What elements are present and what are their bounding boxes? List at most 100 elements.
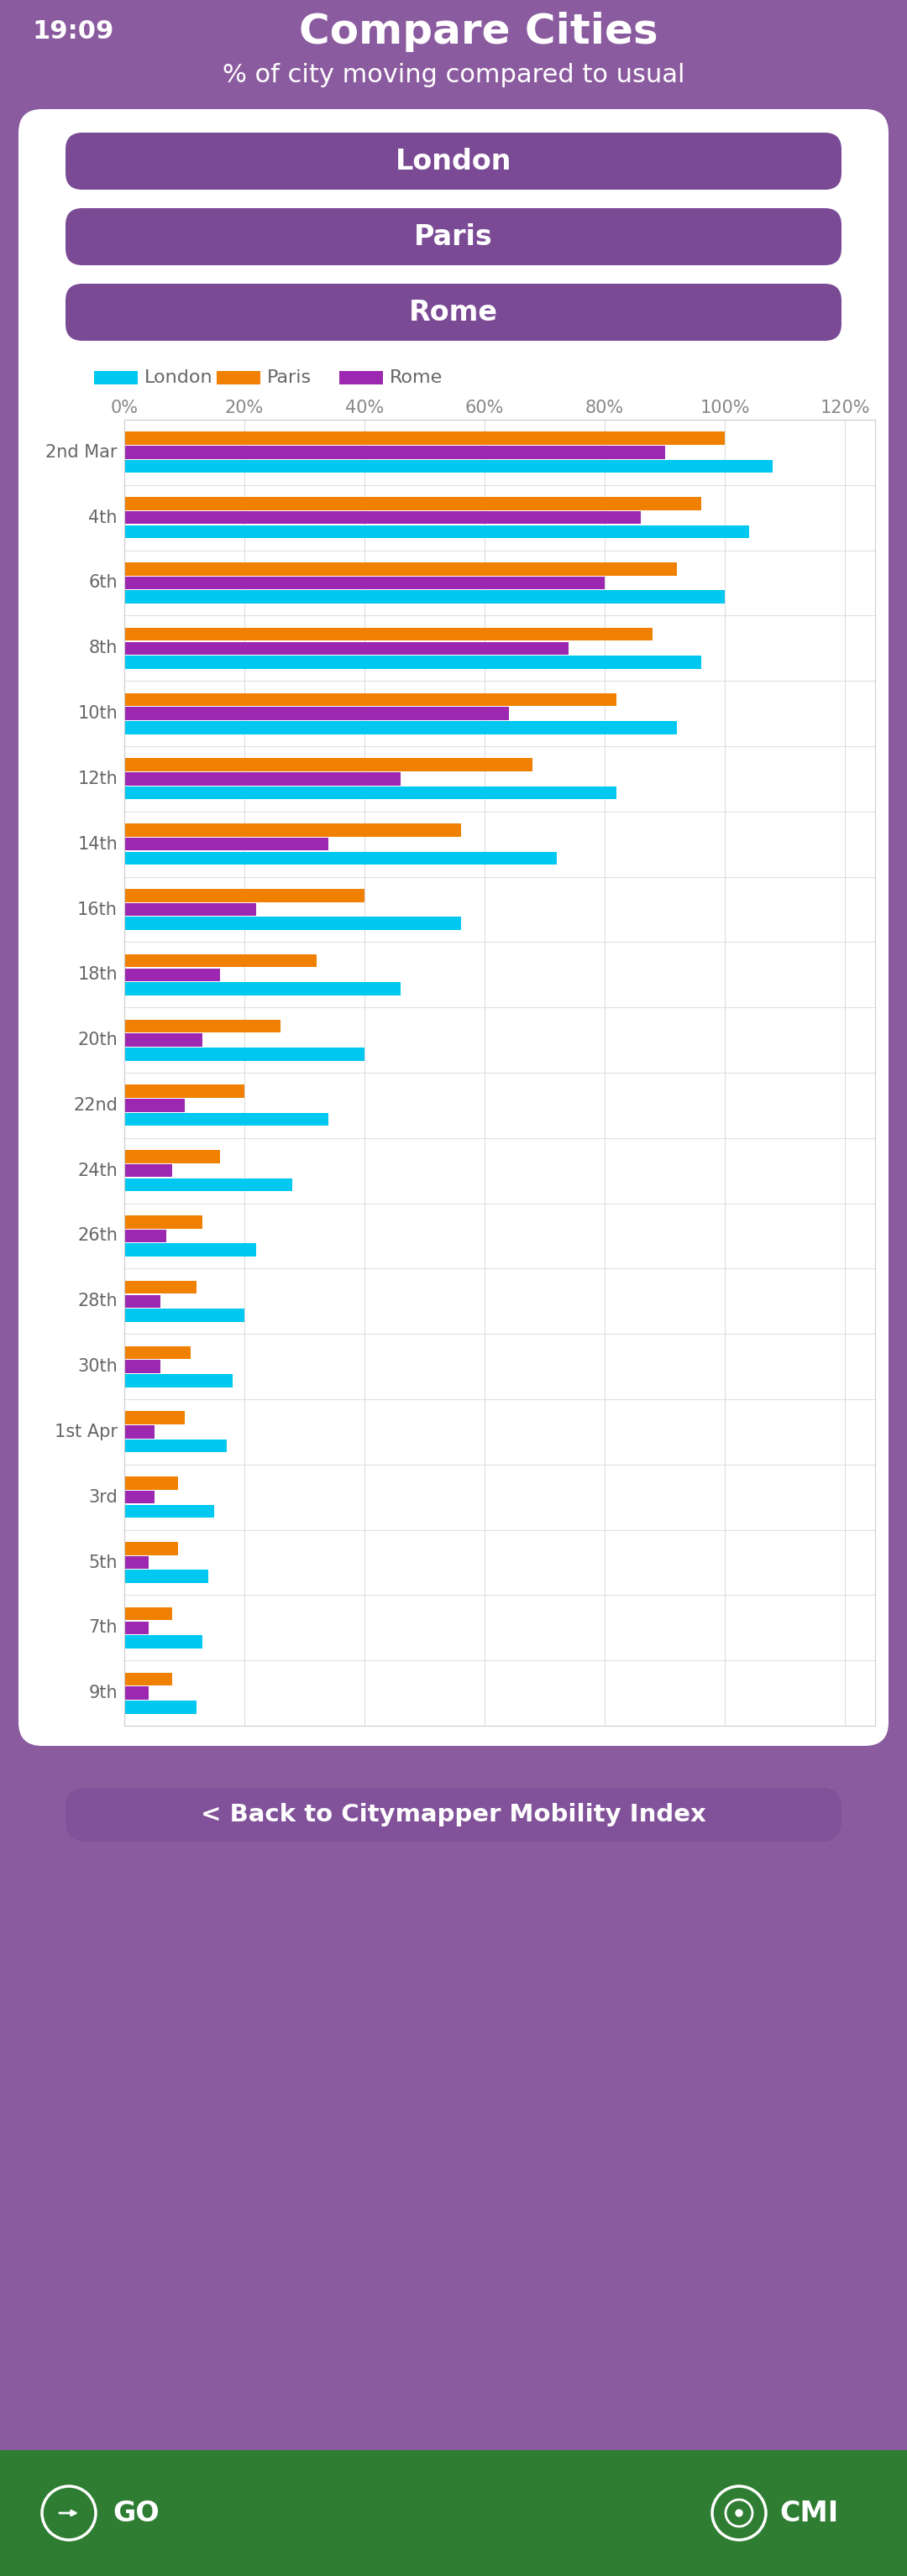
Bar xyxy=(124,1048,365,1061)
Text: 19:09: 19:09 xyxy=(32,21,113,44)
Bar xyxy=(124,1687,149,1700)
Bar xyxy=(124,757,532,770)
Bar xyxy=(124,590,725,603)
Text: London: London xyxy=(395,147,512,175)
Bar xyxy=(124,510,641,523)
Bar xyxy=(124,433,725,446)
Bar xyxy=(124,629,653,641)
Bar xyxy=(124,1229,166,1242)
Text: 20%: 20% xyxy=(225,399,264,417)
Bar xyxy=(124,1020,280,1033)
Circle shape xyxy=(736,2509,743,2517)
Bar xyxy=(94,371,138,384)
Text: London: London xyxy=(144,368,213,386)
Text: 7th: 7th xyxy=(89,1620,118,1636)
Bar xyxy=(124,641,569,654)
Bar xyxy=(124,526,749,538)
Bar xyxy=(124,577,605,590)
Text: 60%: 60% xyxy=(465,399,504,417)
Bar xyxy=(124,981,401,994)
Text: 14th: 14th xyxy=(77,835,118,853)
Bar xyxy=(124,1360,161,1373)
Bar xyxy=(124,837,328,850)
Bar xyxy=(124,1412,184,1425)
Bar xyxy=(124,1504,214,1517)
Bar xyxy=(124,1492,154,1504)
Bar xyxy=(124,824,461,837)
FancyBboxPatch shape xyxy=(65,209,842,265)
Bar xyxy=(124,773,401,786)
Text: 26th: 26th xyxy=(77,1229,118,1244)
Bar xyxy=(124,1309,244,1321)
Bar xyxy=(124,1636,202,1649)
Bar xyxy=(124,1244,257,1257)
Bar xyxy=(124,917,461,930)
Bar xyxy=(124,461,773,474)
Text: GO: GO xyxy=(112,2499,160,2527)
Bar xyxy=(124,1149,220,1164)
Bar xyxy=(124,1164,172,1177)
Bar xyxy=(339,371,383,384)
Bar xyxy=(124,693,617,706)
Text: 28th: 28th xyxy=(78,1293,118,1309)
Bar xyxy=(124,1700,197,1713)
Bar xyxy=(124,853,557,866)
Bar xyxy=(124,1620,149,1633)
FancyBboxPatch shape xyxy=(18,108,889,1747)
Bar xyxy=(124,657,701,670)
Bar xyxy=(124,1556,149,1569)
Text: Paris: Paris xyxy=(267,368,312,386)
Text: 8th: 8th xyxy=(89,639,118,657)
FancyBboxPatch shape xyxy=(65,283,842,340)
Text: 22nd: 22nd xyxy=(73,1097,118,1113)
Bar xyxy=(124,1113,328,1126)
Bar xyxy=(124,1177,292,1190)
Bar xyxy=(124,1476,179,1489)
Text: 18th: 18th xyxy=(78,966,118,984)
Text: 2nd Mar: 2nd Mar xyxy=(45,443,118,461)
Bar xyxy=(124,1440,227,1453)
Text: 80%: 80% xyxy=(585,399,624,417)
Text: < Back to Citymapper Mobility Index: < Back to Citymapper Mobility Index xyxy=(200,1803,707,1826)
Bar xyxy=(124,1569,209,1584)
Text: 30th: 30th xyxy=(77,1358,118,1376)
Text: CMI: CMI xyxy=(779,2499,838,2527)
Text: Rome: Rome xyxy=(409,299,498,327)
Bar xyxy=(124,497,701,510)
Bar xyxy=(124,1373,232,1386)
Text: 5th: 5th xyxy=(89,1553,118,1571)
Bar xyxy=(217,371,260,384)
Bar xyxy=(124,1033,202,1046)
Text: 9th: 9th xyxy=(89,1685,118,1703)
Text: Compare Cities: Compare Cities xyxy=(299,13,658,52)
Text: 16th: 16th xyxy=(77,902,118,917)
Text: 20th: 20th xyxy=(77,1030,118,1048)
Text: % of city moving compared to usual: % of city moving compared to usual xyxy=(222,64,685,88)
Text: 10th: 10th xyxy=(77,706,118,721)
Text: Rome: Rome xyxy=(390,368,443,386)
Bar xyxy=(124,1543,179,1556)
Bar xyxy=(124,446,665,459)
Bar xyxy=(124,1607,172,1620)
FancyBboxPatch shape xyxy=(65,131,842,191)
Text: 120%: 120% xyxy=(820,399,870,417)
Text: 6th: 6th xyxy=(89,574,118,592)
Bar xyxy=(124,1672,172,1685)
Bar xyxy=(124,1296,161,1309)
Bar xyxy=(124,1425,154,1437)
Bar xyxy=(124,1100,184,1113)
Text: Paris: Paris xyxy=(414,224,493,250)
Bar xyxy=(124,562,677,574)
Bar xyxy=(124,1280,197,1293)
Bar xyxy=(124,953,317,966)
Text: 24th: 24th xyxy=(77,1162,118,1180)
Bar xyxy=(124,721,677,734)
Bar xyxy=(124,969,220,981)
Bar xyxy=(124,1347,190,1360)
Text: 1st Apr: 1st Apr xyxy=(54,1425,118,1440)
Bar xyxy=(124,1216,202,1229)
Text: 100%: 100% xyxy=(700,399,750,417)
Bar xyxy=(124,786,617,799)
Bar xyxy=(0,2450,907,2576)
Bar xyxy=(124,706,509,721)
